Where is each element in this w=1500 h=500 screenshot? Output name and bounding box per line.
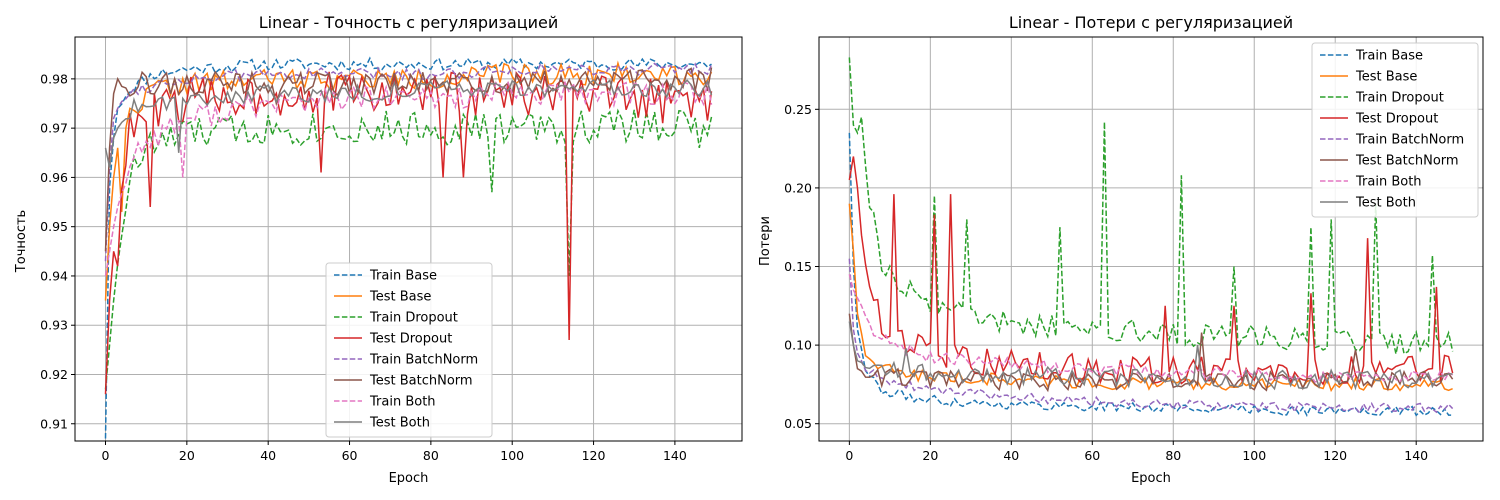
x-tick-label: 120 [582, 448, 606, 463]
series-line-train-both [104, 80, 713, 277]
x-tick-label: 20 [179, 448, 195, 463]
y-tick-label: 0.20 [784, 180, 812, 195]
x-tick-label: 80 [423, 448, 439, 463]
legend: Train Base Test Base Train Dropout Test Dro… [1311, 42, 1479, 218]
y-tick-label: 0.91 [40, 416, 68, 431]
legend-label: Train Both [369, 395, 436, 410]
accuracy-chart: Linear - Точность с регуляризацией Epoch… [14, 13, 743, 486]
y-tick-label: 0.15 [784, 259, 812, 274]
legend-label: Train Base [1355, 49, 1423, 64]
series-line-test-batchnorm [848, 313, 1454, 393]
plot-frame [818, 36, 1484, 442]
x-tick-label: 0 [102, 448, 110, 463]
legend-box [325, 262, 493, 438]
y-tick-label: 0.25 [784, 102, 812, 117]
x-tick-label: 40 [1003, 448, 1019, 463]
series-line-train-dropout [104, 108, 713, 390]
x-tick-label: 140 [1404, 448, 1428, 463]
legend-label: Test Base [1355, 70, 1417, 85]
legend-label: Train BatchNorm [1355, 133, 1464, 148]
x-axis-label: Epoch [389, 471, 429, 486]
x-tick-label: 0 [845, 448, 853, 463]
series-line-train-batchnorm [848, 258, 1454, 415]
x-tick-label: 100 [500, 448, 524, 463]
x-tick-label: 120 [1323, 448, 1347, 463]
chart-title: Linear - Потери с регуляризацией [1009, 13, 1293, 32]
series-line-test-dropout [104, 71, 713, 395]
y-axis-label: Точность [14, 210, 29, 273]
x-tick-label: 100 [1242, 448, 1266, 463]
series-group [848, 57, 1454, 417]
legend-label: Train Both [1355, 175, 1422, 190]
legend-label: Test Both [369, 416, 430, 431]
series-line-test-base [848, 203, 1453, 393]
legend-label: Test Base [369, 290, 431, 305]
x-tick-label: 60 [1084, 448, 1100, 463]
legend-label: Train Base [369, 269, 437, 284]
y-tick-label: 0.93 [40, 318, 68, 333]
plot-frame [74, 36, 743, 442]
y-tick-label: 0.94 [40, 268, 68, 283]
loss-chart: Linear - Потери с регуляризацией Epoch П… [758, 13, 1484, 486]
series-line-test-dropout [848, 156, 1454, 386]
x-tick-label: 60 [342, 448, 358, 463]
legend-label: Train Dropout [369, 311, 458, 326]
series-line-train-dropout [848, 57, 1454, 355]
y-tick-label: 0.92 [40, 367, 68, 382]
legend: Train Base Test Base Train Dropout Test Dro… [325, 262, 493, 438]
y-tick-label: 0.10 [784, 338, 812, 353]
x-axis-label: Epoch [1131, 471, 1171, 486]
y-tick-label: 0.98 [40, 71, 68, 86]
legend-label: Test Dropout [369, 332, 452, 347]
series-line-test-both [848, 321, 1453, 391]
legend-label: Test Both [1355, 196, 1416, 211]
legend-label: Test BatchNorm [369, 374, 473, 389]
x-tick-label: 40 [260, 448, 276, 463]
legend-label: Test BatchNorm [1355, 154, 1459, 169]
y-tick-label: 0.97 [40, 121, 68, 136]
x-tick-label: 80 [1165, 448, 1181, 463]
legend-label: Test Dropout [1355, 112, 1438, 127]
y-tick-label: 0.96 [40, 170, 68, 185]
legend-box [1311, 42, 1479, 218]
series-line-train-base [104, 56, 712, 439]
legend-label: Train BatchNorm [369, 353, 478, 368]
y-axis-label: Потери [758, 216, 773, 266]
x-tick-label: 20 [922, 448, 938, 463]
y-tick-label: 0.95 [40, 219, 68, 234]
x-tick-label: 140 [663, 448, 687, 463]
series-line-test-both [104, 78, 713, 168]
series-line-test-batchnorm [104, 67, 713, 252]
y-tick-label: 0.05 [784, 416, 812, 431]
legend-label: Train Dropout [1355, 91, 1444, 106]
series-group [104, 56, 713, 439]
chart-title: Linear - Точность с регуляризацией [259, 13, 559, 32]
